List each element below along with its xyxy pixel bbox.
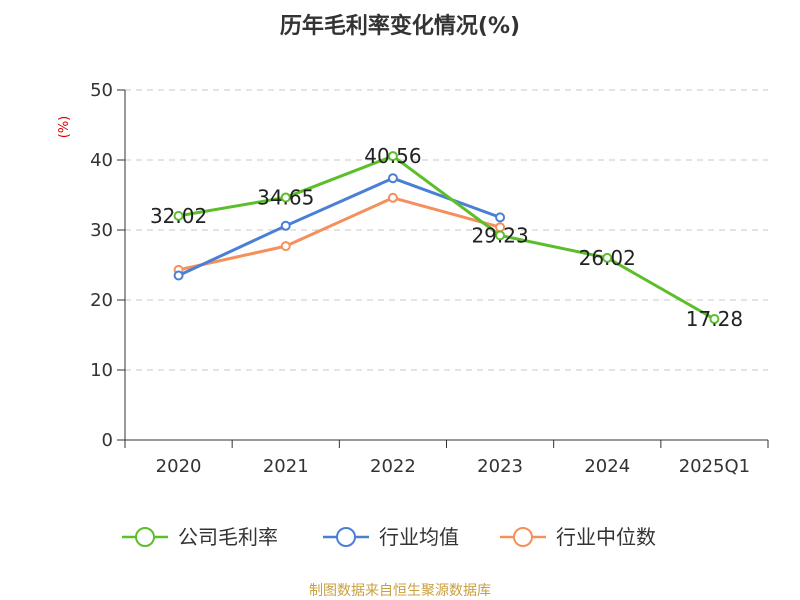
- chart-title: 历年毛利率变化情况(%): [280, 13, 520, 39]
- data-point: [173, 270, 184, 281]
- data-point: [173, 210, 184, 221]
- data-point: [280, 241, 291, 252]
- legend-marker: [336, 527, 356, 547]
- data-point: [495, 230, 506, 241]
- data-labels: 32.02 34.65 40.56 29.23 26.02 17.28: [150, 144, 743, 331]
- legend: 公司毛利率 行业均值 行业中位数: [122, 525, 656, 549]
- data-point: [280, 192, 291, 203]
- x-tick-label: 2021: [263, 456, 309, 477]
- series-line: [178, 196, 501, 272]
- series-line: [178, 154, 716, 321]
- data-point: [495, 212, 506, 223]
- x-tick-label: 2020: [156, 456, 202, 477]
- data-point: [709, 314, 720, 325]
- x-tick-label: 2025Q1: [679, 456, 750, 477]
- legend-label: 公司毛利率: [178, 525, 278, 549]
- series-1: [173, 173, 506, 281]
- y-tick-label: 0: [102, 430, 113, 451]
- data-point: [387, 192, 398, 203]
- data-point: [387, 151, 398, 162]
- data-label: 34.65: [257, 185, 314, 209]
- source-note: 制图数据来自恒生聚源数据库: [309, 583, 491, 599]
- y-tick-label: 20: [90, 290, 113, 311]
- series-0: [173, 151, 720, 325]
- series-line: [177, 176, 501, 277]
- y-tick-label: 50: [90, 80, 113, 101]
- x-tick-label: 2023: [477, 456, 523, 477]
- y-tick-label: 30: [90, 220, 113, 241]
- x-tick-labels: 2020 2021 2022 2023 2024 2025Q1: [156, 456, 750, 477]
- series-group: [173, 151, 720, 325]
- legend-label: 行业均值: [379, 525, 459, 549]
- x-tick-label: 2022: [370, 456, 416, 477]
- legend-marker: [135, 527, 155, 547]
- series-2: [173, 192, 506, 275]
- y-tick-labels: 0 10 20 30 40 50: [90, 80, 113, 451]
- legend-label: 行业中位数: [556, 525, 656, 549]
- y-tick-label: 10: [90, 360, 113, 381]
- legend-item: 公司毛利率: [122, 525, 278, 549]
- y-axis-unit: (%): [57, 116, 72, 139]
- data-label: 17.28: [686, 307, 743, 331]
- data-point: [602, 252, 613, 263]
- legend-item: 行业均值: [323, 525, 459, 549]
- data-label: 32.02: [150, 204, 207, 228]
- data-label: 26.02: [579, 246, 636, 270]
- y-tick-label: 40: [90, 150, 113, 171]
- legend-item: 行业中位数: [500, 525, 656, 549]
- data-point: [280, 220, 291, 231]
- axes: [117, 89, 769, 448]
- gridlines: [125, 89, 768, 371]
- data-point: [387, 173, 398, 184]
- data-label: 40.56: [364, 144, 421, 168]
- legend-marker: [513, 527, 533, 547]
- x-tick-label: 2024: [584, 456, 630, 477]
- data-label: 29.23: [471, 223, 528, 247]
